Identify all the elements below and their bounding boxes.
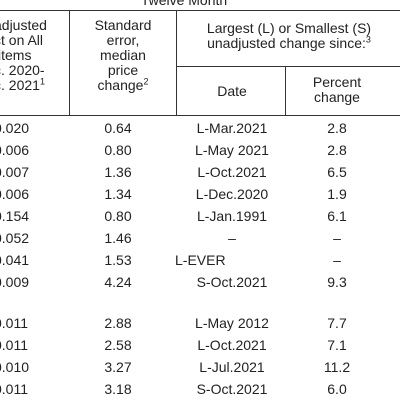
cell-date: L-May 2021: [195, 142, 269, 158]
footnote-1: 1: [39, 76, 45, 87]
span-title: Twelve Month: [140, 0, 228, 8]
header-date: Date: [217, 83, 247, 99]
divider-1: [69, 10, 70, 115]
cell-std-error: 1.36: [104, 164, 132, 180]
cell-date: S-Oct.2021: [196, 274, 268, 290]
header-std-error: Standard error, median price change2: [94, 17, 152, 93]
cell-date: L-May 2012: [195, 315, 269, 331]
cell-adjusted: 0.011: [0, 315, 28, 331]
cell-date: L-Dec.2020: [195, 186, 269, 202]
cell-adjusted: 0.007: [0, 164, 30, 180]
cell-adjusted: 0.006: [0, 186, 30, 202]
footnote-2: 2: [143, 76, 149, 87]
cell-percent: 6.5: [327, 164, 347, 180]
cell-adjusted: 0.011: [0, 337, 28, 353]
cell-percent: 2.8: [327, 120, 347, 136]
cell-percent: –: [333, 230, 341, 246]
cell-date: L-EVER: [175, 252, 226, 268]
cell-percent: 1.9: [327, 186, 347, 202]
cell-std-error: 2.88: [104, 315, 132, 331]
cell-percent: 9.3: [327, 274, 347, 290]
group-rule: [177, 66, 400, 67]
cell-date: S-Oct.2021: [196, 381, 268, 397]
cell-date: L-Oct.2021: [197, 164, 267, 180]
footnote-3: 3: [365, 34, 371, 45]
cell-std-error: 2.58: [104, 337, 132, 353]
cell-percent: 7.7: [327, 315, 347, 331]
header-largest-smallest: Largest (L) or Smallest (S) unadjusted c…: [206, 20, 372, 51]
cell-percent: –: [333, 252, 341, 268]
cell-adjusted: 0.010: [0, 359, 30, 375]
cell-std-error: 1.34: [104, 186, 132, 202]
cell-adjusted: 0.009: [0, 274, 30, 290]
cell-std-error: 4.24: [104, 274, 132, 290]
cell-adjusted: 0.011: [0, 381, 28, 397]
cell-percent: 2.8: [327, 142, 347, 158]
cell-date: L-Oct.2021: [197, 337, 267, 353]
cell-date: –: [228, 230, 236, 246]
cell-std-error: 1.46: [104, 230, 132, 246]
header-adjusted: adjusted ct on All items c. 2020- c. 202…: [0, 17, 47, 93]
cell-date: L-Jan.1991: [196, 208, 268, 224]
cell-adjusted: 0.154: [0, 208, 30, 224]
cell-percent: 6.1: [327, 208, 347, 224]
divider-2: [176, 10, 177, 115]
cell-adjusted: 0.052: [0, 230, 30, 246]
cell-adjusted: 0.020: [0, 120, 30, 136]
cell-percent: 11.2: [323, 359, 351, 375]
cell-adjusted: 0.006: [0, 142, 30, 158]
cell-std-error: 0.80: [104, 142, 132, 158]
cell-std-error: 3.27: [104, 359, 132, 375]
cell-std-error: 0.80: [104, 208, 132, 224]
cell-std-error: 1.53: [104, 252, 132, 268]
cell-adjusted: 0.041: [0, 252, 30, 268]
cell-percent: 6.0: [327, 381, 347, 397]
top-rule: [0, 10, 400, 11]
divider-3: [285, 66, 286, 115]
cell-percent: 7.1: [327, 337, 347, 353]
cell-date: L-Mar.2021: [196, 120, 268, 136]
cell-std-error: 0.64: [104, 120, 132, 136]
cell-std-error: 3.18: [104, 381, 132, 397]
header-percent-change: Percent change: [312, 74, 362, 105]
header-bottom-rule: [0, 115, 400, 116]
cell-date: L-Jul.2021: [199, 359, 265, 375]
